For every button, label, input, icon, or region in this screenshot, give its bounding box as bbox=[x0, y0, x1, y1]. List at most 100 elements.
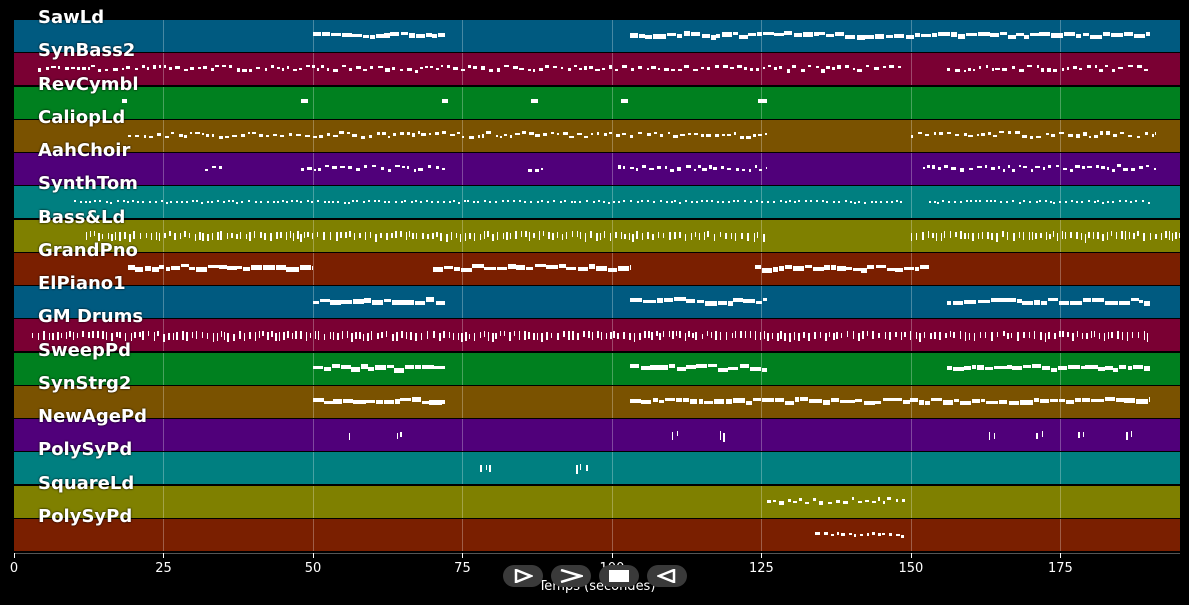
gridline bbox=[1060, 219, 1062, 252]
note bbox=[636, 231, 638, 240]
note bbox=[755, 200, 758, 203]
note bbox=[429, 399, 442, 405]
note bbox=[533, 232, 535, 239]
note bbox=[650, 365, 662, 370]
note bbox=[692, 333, 694, 339]
gridline bbox=[910, 352, 912, 385]
note bbox=[540, 200, 543, 203]
note bbox=[436, 232, 438, 238]
note bbox=[888, 533, 892, 536]
note bbox=[432, 232, 434, 240]
note bbox=[221, 64, 226, 68]
note bbox=[281, 199, 284, 202]
note bbox=[345, 232, 347, 238]
note bbox=[991, 232, 993, 240]
gridline bbox=[462, 219, 464, 252]
note bbox=[963, 299, 977, 305]
note bbox=[489, 200, 492, 203]
note bbox=[927, 231, 930, 239]
note bbox=[433, 330, 435, 339]
note bbox=[996, 332, 999, 338]
note bbox=[809, 399, 822, 404]
note bbox=[845, 35, 856, 39]
note bbox=[1133, 33, 1146, 38]
note bbox=[263, 265, 275, 270]
note bbox=[629, 200, 632, 203]
note bbox=[686, 165, 692, 169]
note bbox=[89, 201, 92, 204]
note bbox=[559, 201, 562, 204]
note bbox=[461, 135, 465, 139]
note bbox=[1081, 365, 1086, 370]
note bbox=[1039, 200, 1042, 203]
note bbox=[387, 364, 394, 368]
note bbox=[306, 64, 311, 67]
note bbox=[363, 165, 368, 169]
note bbox=[721, 201, 724, 204]
note bbox=[895, 267, 904, 272]
note bbox=[925, 401, 930, 405]
note bbox=[495, 200, 498, 203]
note bbox=[833, 200, 836, 203]
note bbox=[135, 267, 144, 273]
track-row bbox=[14, 153, 1180, 185]
note bbox=[588, 330, 590, 338]
note bbox=[170, 265, 180, 270]
note bbox=[666, 32, 676, 36]
note bbox=[805, 264, 813, 269]
note bbox=[1035, 200, 1038, 203]
note bbox=[596, 232, 598, 242]
note bbox=[419, 66, 423, 70]
note bbox=[469, 232, 471, 239]
note bbox=[1138, 300, 1143, 304]
note bbox=[142, 201, 145, 204]
note bbox=[1113, 367, 1118, 372]
note bbox=[837, 266, 846, 271]
note bbox=[235, 201, 238, 204]
note bbox=[421, 132, 427, 136]
note bbox=[730, 233, 733, 240]
note bbox=[1047, 68, 1051, 72]
tick-label: 125 bbox=[749, 561, 774, 576]
gridline bbox=[611, 485, 613, 518]
note bbox=[1105, 365, 1113, 370]
note bbox=[990, 166, 996, 170]
note bbox=[629, 135, 633, 138]
note bbox=[603, 133, 608, 137]
note bbox=[793, 331, 796, 340]
stop-button[interactable] bbox=[599, 565, 639, 587]
note bbox=[764, 132, 768, 135]
note bbox=[352, 299, 365, 305]
note bbox=[759, 331, 762, 341]
note bbox=[931, 398, 943, 402]
note bbox=[698, 232, 701, 240]
note bbox=[772, 267, 778, 273]
gridline bbox=[611, 352, 613, 385]
note bbox=[459, 233, 462, 243]
note bbox=[102, 330, 104, 340]
note bbox=[528, 332, 530, 339]
note bbox=[910, 134, 914, 139]
play-button[interactable] bbox=[503, 565, 543, 587]
note bbox=[870, 200, 873, 203]
note bbox=[905, 34, 915, 39]
note bbox=[1088, 231, 1090, 238]
note bbox=[640, 365, 650, 371]
note bbox=[814, 31, 819, 37]
forward-button[interactable] bbox=[551, 565, 591, 587]
note bbox=[914, 267, 920, 272]
note bbox=[784, 264, 793, 269]
gridline bbox=[1060, 252, 1062, 285]
note bbox=[299, 68, 302, 71]
note bbox=[463, 200, 466, 202]
note bbox=[142, 65, 145, 68]
note bbox=[186, 331, 188, 341]
stop-icon bbox=[609, 570, 629, 582]
rewind-button[interactable] bbox=[647, 565, 687, 587]
note bbox=[777, 333, 779, 342]
note bbox=[1104, 397, 1116, 401]
note bbox=[849, 400, 855, 404]
note bbox=[951, 32, 957, 37]
note bbox=[310, 201, 313, 204]
note bbox=[1007, 332, 1009, 339]
